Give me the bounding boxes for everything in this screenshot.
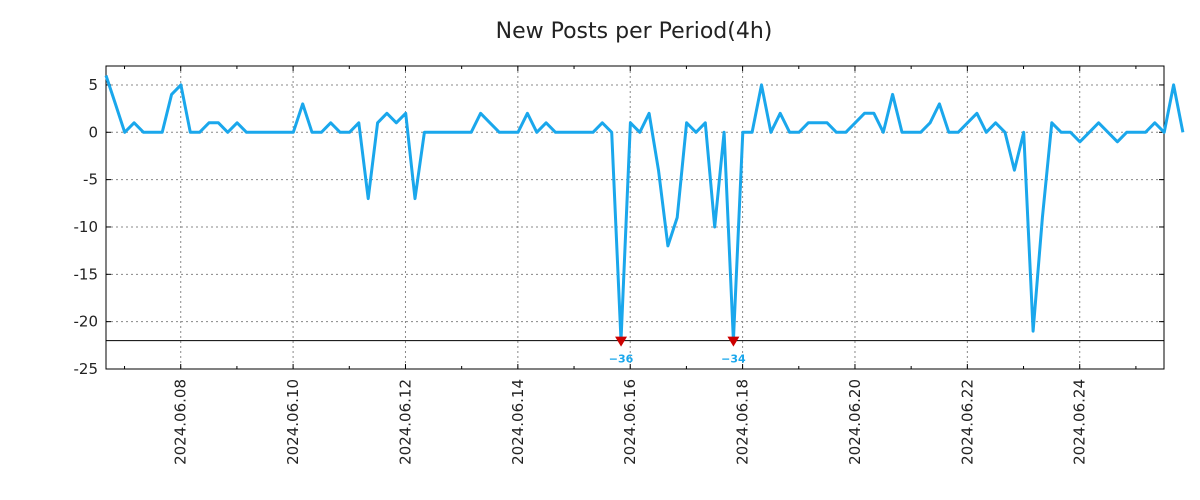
x-tick-label: 2024.06.20 [846, 379, 864, 465]
y-tick-label: -5 [83, 171, 98, 189]
y-tick-label: -20 [74, 313, 99, 331]
clip-value-label: −34 [721, 353, 746, 366]
y-tick-label: -10 [74, 218, 99, 236]
x-tick-label: 2024.06.12 [396, 379, 414, 465]
axes: 2024.06.08 2024.06.10 2024.06.12 2024.06.14… [74, 65, 1165, 465]
x-tick-label: 2024.06.24 [1071, 379, 1089, 465]
x-tick-label: 2024.06.22 [958, 379, 976, 465]
y-tick-label: -25 [74, 360, 99, 378]
y-tick-label: -15 [74, 265, 99, 283]
chart-title: New Posts per Period(4h) [496, 19, 773, 44]
x-tick-label: 2024.06.18 [734, 379, 752, 465]
clip-value-label: −36 [609, 353, 634, 366]
y-tick-label: 5 [88, 76, 98, 94]
x-tick-label: 2024.06.08 [172, 379, 190, 465]
series-layer [104, 75, 1185, 343]
clip-marker [615, 336, 628, 347]
x-tick-label: 2024.06.14 [509, 379, 527, 465]
plot-frame [105, 65, 1165, 370]
y-tick-label: 0 [88, 123, 98, 141]
x-tick-label: 2024.06.10 [284, 379, 302, 465]
clip-marker [727, 336, 740, 347]
x-tick-label: 2024.06.16 [621, 379, 639, 465]
clip-markers: −36 −34 [609, 336, 746, 366]
series-line-new-posts [104, 75, 1185, 343]
grid-lines [106, 66, 1164, 370]
